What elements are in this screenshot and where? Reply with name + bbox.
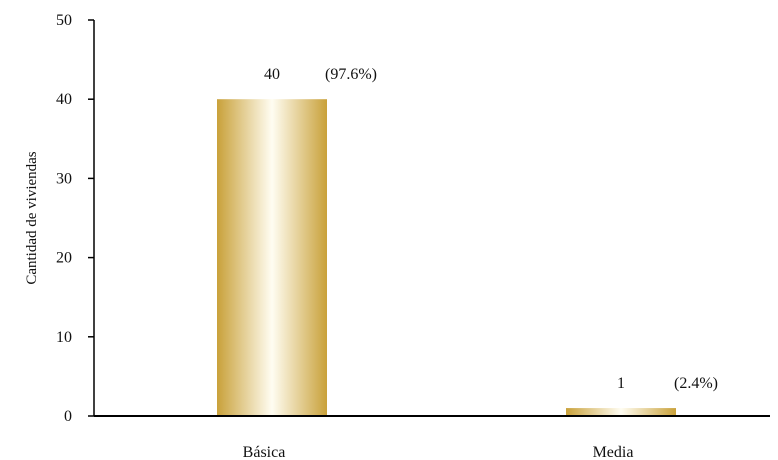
bar-basica [217,99,327,416]
data-labels-group: 40 (97.6%) 1 (2.4%) [264,66,718,392]
category-labels-group: Básica Media [243,444,634,460]
y-axis-ticks: 0 10 20 30 40 50 [56,12,94,425]
y-axis-title: Cantidad de viviendas [24,151,40,284]
bar-percent-label: (97.6%) [325,66,377,83]
y-tick-label: 30 [56,170,72,187]
y-tick-label: 0 [64,408,72,425]
bar-value-label: 1 [617,375,625,392]
bar-value-label: 40 [264,66,280,83]
y-tick-label: 50 [56,12,72,29]
y-tick-label: 40 [56,91,72,108]
x-category-label: Media [593,444,634,460]
y-tick-label: 10 [56,329,72,346]
x-category-label: Básica [243,444,286,460]
bar-media [566,408,676,416]
y-tick-label: 20 [56,250,72,267]
bars-group [217,99,676,416]
bar-percent-label: (2.4%) [674,375,718,392]
